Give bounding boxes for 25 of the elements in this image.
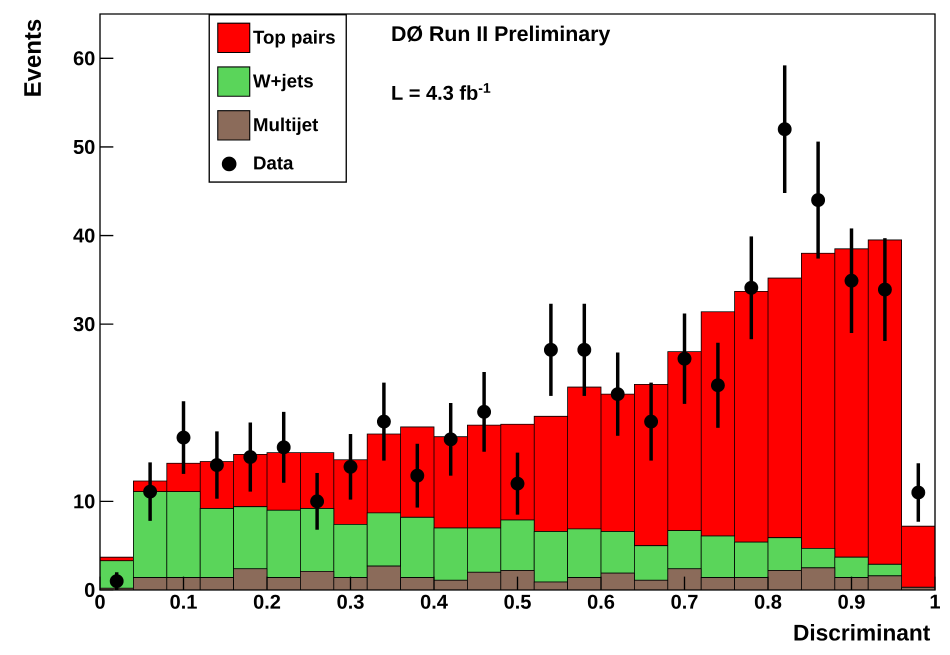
x-tick-label: 0.9 [838, 594, 865, 609]
x-tick-label: 0.1 [170, 594, 197, 609]
y-tick-label: 10 [74, 494, 94, 508]
annotation: DØ Run II Preliminary [392, 26, 610, 46]
legend-label: W+jets [252, 74, 313, 92]
x-tick-label: 0.5 [504, 594, 531, 609]
x-tick-label: 0.6 [588, 594, 614, 609]
legend-label: Top pairs [253, 30, 335, 48]
x-tick-label: 1 [930, 594, 940, 608]
y-tick-label: 40 [73, 228, 94, 243]
annotation: L = 4.3 fb$^{-1}$ [392, 83, 490, 100]
legend-label: Multijet [254, 118, 318, 135]
x-tick-label: 0 [95, 594, 105, 609]
x-tick-label: 0.3 [337, 594, 364, 609]
y-tick-label: 0 [84, 582, 94, 598]
y-tick-label: 60 [74, 51, 94, 66]
y-tick-label: 30 [74, 317, 94, 332]
legend-label: Data [254, 156, 294, 170]
x-tick-label: 0.2 [254, 594, 280, 609]
x-tick-label: 0.8 [754, 594, 782, 609]
y-axis-title: Events [24, 20, 42, 96]
y-tick-label: 50 [74, 140, 94, 154]
x-tick-label: 0.7 [671, 594, 698, 609]
x-tick-label: 0.4 [420, 594, 448, 609]
x-axis-title: Discriminant [794, 624, 930, 641]
